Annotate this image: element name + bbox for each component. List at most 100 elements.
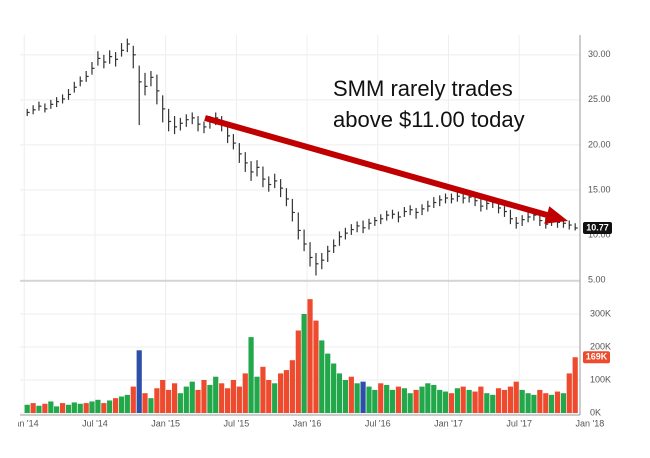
volume-bar: [248, 337, 254, 413]
volume-bar: [331, 363, 337, 413]
volume-bar: [95, 399, 101, 413]
volume-bar: [171, 383, 178, 413]
volume-bar: [431, 384, 437, 413]
volume-bar: [272, 383, 278, 413]
volume-bar: [148, 398, 154, 413]
volume-bar: [407, 393, 413, 413]
volume-bar: [36, 405, 42, 413]
price-marker: [583, 222, 612, 235]
volume-bar: [83, 403, 89, 413]
volume-bar: [460, 386, 466, 413]
volume-marker-label: 169K: [586, 352, 608, 362]
volume-bar: [301, 314, 307, 413]
volume-bar: [313, 320, 319, 413]
volume-bar: [65, 404, 72, 413]
volume-bar: [360, 381, 366, 413]
volume-bar: [219, 383, 225, 413]
volume-bar: [378, 383, 384, 413]
volume-bar: [348, 376, 354, 413]
volume-bar: [472, 391, 478, 413]
volume-bar: [495, 388, 502, 413]
volume-bar: [89, 401, 95, 413]
volume-bar: [560, 393, 567, 413]
y-tick-label: 10.00: [588, 229, 611, 239]
volume-bar: [136, 350, 142, 413]
volume-bar: [548, 394, 555, 413]
volume-bar: [30, 403, 36, 413]
y2-tick-label: 100K: [590, 374, 611, 384]
volume-bar: [112, 398, 119, 413]
volume-bar: [183, 386, 189, 413]
volume-marker: [583, 351, 610, 364]
volume-bar: [425, 383, 431, 413]
trend-arrow-head: [544, 206, 568, 224]
volume-bar: [448, 393, 455, 413]
volume-bar: [507, 386, 514, 413]
volume-bar: [354, 383, 360, 413]
volume-bar: [501, 389, 508, 413]
volume-bar: [389, 389, 396, 413]
volume-bar: [59, 403, 66, 413]
volume-bar: [437, 389, 443, 413]
price-panel: [26, 38, 578, 276]
volume-bar: [213, 376, 219, 413]
volume-bar: [118, 396, 125, 413]
volume-bar: [283, 370, 290, 413]
volume-bar: [484, 393, 490, 413]
volume-bar: [307, 299, 313, 413]
volume-bar: [336, 373, 343, 413]
volume-bar: [395, 386, 402, 413]
volume-bar: [554, 391, 561, 413]
x-tick-label: Jul '17: [506, 418, 532, 428]
volume-bar: [195, 389, 201, 413]
volume-bar: [201, 380, 207, 413]
volume-bar: [48, 401, 54, 413]
volume-bar: [325, 353, 331, 413]
volume-bar: [366, 386, 372, 413]
volume-bar: [77, 403, 83, 413]
volume-bar: [319, 340, 325, 413]
volume-bar: [490, 394, 496, 413]
price-marker-label: 10.77: [586, 222, 609, 232]
y2-tick-label: 300K: [590, 308, 611, 318]
volume-bar: [572, 357, 578, 413]
volume-bar: [384, 384, 390, 413]
volume-bar: [189, 381, 195, 413]
y-tick-label: 5.00: [588, 274, 606, 284]
volume-bar: [71, 402, 77, 413]
annotation: above $11.00 today: [333, 107, 525, 132]
x-tick-label: Jan '18: [576, 418, 605, 428]
volume-bar: [413, 389, 419, 413]
y-tick-label: 20.00: [588, 139, 611, 149]
volume-bar: [230, 380, 236, 413]
volume-bar: [154, 388, 160, 413]
volume-bar: [160, 380, 166, 413]
volume-bar: [266, 380, 272, 413]
y-tick-label: 30.00: [588, 49, 611, 59]
trend-arrow: [204, 115, 548, 218]
volume-bar: [224, 388, 231, 413]
volume-bar: [454, 388, 460, 413]
volume-bar: [124, 394, 130, 413]
y2-tick-label: 200K: [590, 341, 611, 351]
volume-bar: [525, 393, 531, 413]
volume-bar: [466, 389, 472, 413]
volume-bar: [54, 406, 60, 413]
volume-bar: [401, 388, 407, 413]
volume-bar: [130, 386, 136, 413]
volume-bar: [295, 330, 301, 413]
volume-bar: [442, 391, 449, 413]
x-tick-label: Jul '15: [223, 418, 249, 428]
x-tick-label: Jan '14: [10, 418, 39, 428]
volume-bar: [372, 389, 378, 413]
volume-bar: [537, 389, 543, 413]
x-tick-label: Jul '16: [365, 418, 391, 428]
volume-bar: [260, 366, 266, 413]
y-tick-label: 15.00: [588, 184, 611, 194]
volume-bar: [242, 373, 248, 413]
x-tick-label: Jan '15: [151, 418, 180, 428]
x-tick-label: Jan '17: [434, 418, 463, 428]
x-tick-label: Jan '16: [293, 418, 322, 428]
volume-bar: [513, 381, 519, 413]
volume-bar: [342, 380, 348, 413]
